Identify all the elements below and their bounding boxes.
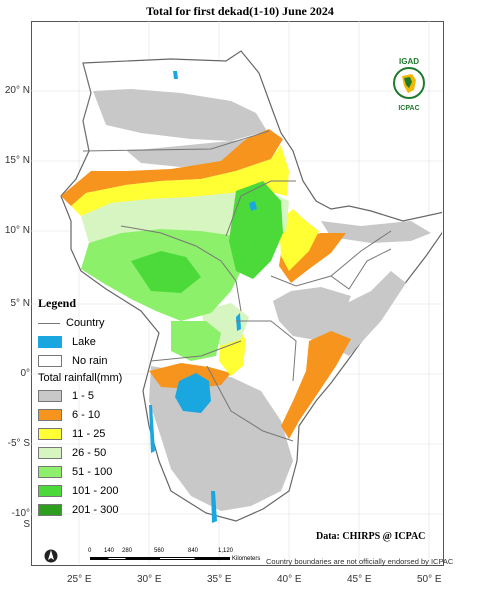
lon-label-30e: 30° E [137,574,162,585]
legend-class-label: 11 - 25 [72,428,106,440]
lat-label-10n: 10° N [4,225,30,236]
legend-title: Legend [38,296,77,310]
legend-class-swatch [38,428,62,440]
legend-class-swatch [38,447,62,459]
lon-label-25e: 25° E [67,574,92,585]
legend-lake: Lake [38,334,122,350]
legend-class-label: 51 - 100 [72,466,113,478]
legend-rain-title: Total rainfall(mm) [38,372,123,384]
scale-label-0: 0 [88,548,92,554]
lon-label-45e: 45° E [347,574,372,585]
map-title: Total for first dekad(1-10) June 2024 [146,4,334,18]
lake-swatch [38,336,62,348]
lon-label-40e: 40° E [277,574,302,585]
lakes [149,71,257,523]
north-arrow-icon [44,549,58,563]
legend-class-row: 101 - 200 [38,483,122,499]
legend-class-swatch [38,466,62,478]
legend-class-row: 1 - 5 [38,388,122,404]
lat-label-15n: 15° N [4,155,30,166]
legend-classes: 1 - 5 6 - 10 11 - 25 26 - 50 51 - 100 101 - 2… [38,388,122,518]
lat-label-5n: 5° N [10,298,30,309]
logo-bottom-text: ICPAC [398,105,420,112]
rainfall-map [31,21,442,564]
legend-class-label: 1 - 5 [72,390,95,402]
igad-icpac-logo: IGAD ICPAC [386,57,432,112]
class-101-200 [131,181,283,293]
lat-label-20n: 20° N [4,85,30,96]
legend-class-row: 26 - 50 [38,445,122,461]
legend-class-row: 201 - 300 [38,502,122,518]
legend-class-row: 51 - 100 [38,464,122,480]
scale-unit: Kilometers [232,556,261,562]
scale-label-840: 840 [188,548,199,554]
lon-label-50e: 50° E [417,574,442,585]
country-line-swatch [38,322,60,324]
lon-label-35e: 35° E [207,574,232,585]
data-credit: Data: CHIRPS @ ICPAC [316,531,426,542]
legend-country: Country [38,315,122,331]
disclaimer: Country boundaries are not officially en… [266,557,454,566]
legend-class-swatch [38,409,62,421]
legend-class-swatch [38,504,62,516]
scale-bar: 0 140 280 560 840 1,120 Kilometers [88,548,261,566]
legend-norain-label: No rain [72,355,108,367]
legend-country-label: Country [66,317,105,329]
lat-label-5s: -5° S [7,438,30,449]
legend-class-row: 11 - 25 [38,426,122,442]
scale-label-140: 140 [104,548,115,554]
lat-label-10s: -10° S [11,508,30,530]
legend-class-label: 26 - 50 [72,447,107,459]
legend-lake-label: Lake [72,336,96,348]
country-borders [82,62,392,442]
scale-label-1120: 1,120 [218,548,234,554]
legend-class-label: 6 - 10 [72,409,101,421]
legend-norain: No rain [38,353,122,369]
scale-label-280: 280 [122,548,133,554]
legend: Legend Country Lake No rain Total rainfa… [38,296,122,521]
scale-label-560: 560 [154,548,165,554]
legend-class-swatch [38,390,62,402]
logo-emblem-icon [393,67,425,99]
legend-class-swatch [38,485,62,497]
norain-swatch [38,355,62,367]
legend-class-label: 201 - 300 [72,504,119,516]
logo-top-text: IGAD [399,57,419,66]
legend-class-row: 6 - 10 [38,407,122,423]
legend-class-label: 101 - 200 [72,485,119,497]
lat-label-0: 0° [20,368,30,379]
scale-bar-graphic [90,557,230,560]
